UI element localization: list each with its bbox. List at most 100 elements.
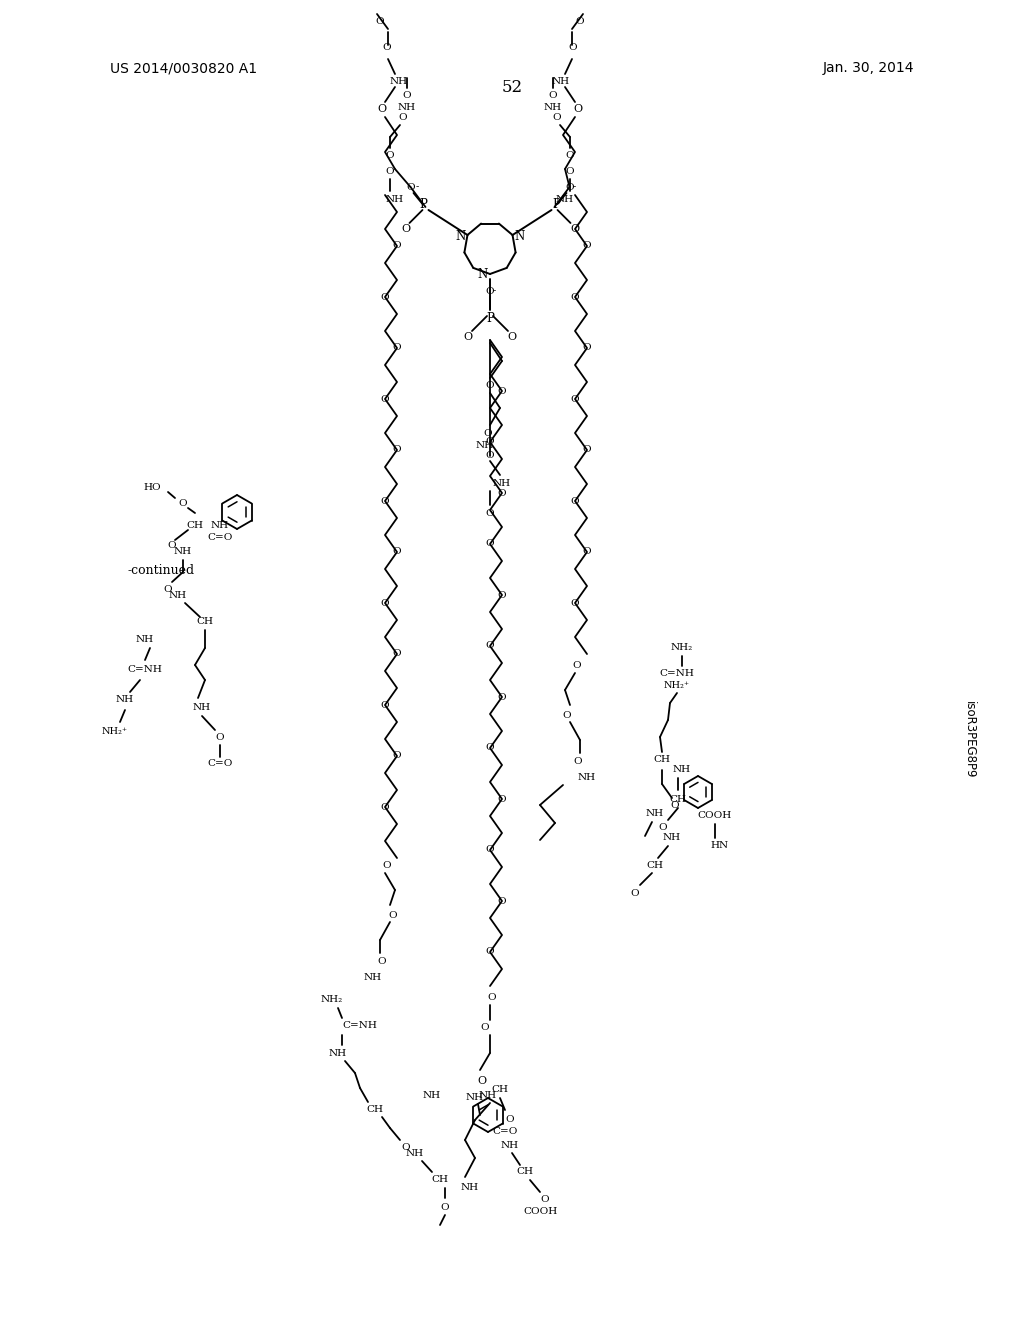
Text: O: O <box>583 446 591 454</box>
Text: O: O <box>383 861 391 870</box>
Text: NH: NH <box>390 78 408 87</box>
Text: NH: NH <box>398 103 416 112</box>
Text: O: O <box>485 743 495 752</box>
Text: NH: NH <box>461 1183 479 1192</box>
Text: NH₂⁺: NH₂⁺ <box>102 727 128 737</box>
Text: NH: NH <box>476 441 494 450</box>
Text: O: O <box>485 450 495 459</box>
Text: NH: NH <box>501 1142 519 1151</box>
Text: O: O <box>401 224 410 234</box>
Text: O: O <box>383 42 391 51</box>
Text: O: O <box>570 395 580 404</box>
Text: O: O <box>178 499 187 508</box>
Text: CH: CH <box>197 618 213 627</box>
Text: CH: CH <box>431 1176 449 1184</box>
Text: NH: NH <box>193 702 211 711</box>
Text: NH: NH <box>466 1093 484 1102</box>
Text: NH: NH <box>136 635 154 644</box>
Text: O: O <box>168 541 176 550</box>
Text: O: O <box>570 293 580 301</box>
Text: NH: NH <box>406 1150 424 1159</box>
Text: CH: CH <box>492 1085 509 1094</box>
Text: C=NH: C=NH <box>128 665 163 675</box>
Text: O: O <box>565 182 573 191</box>
Text: O: O <box>562 710 571 719</box>
Text: NH: NH <box>116 696 134 705</box>
Text: O: O <box>381 701 389 710</box>
Text: N: N <box>514 231 524 243</box>
Text: O: O <box>477 1076 486 1086</box>
Text: O: O <box>485 437 495 446</box>
Text: P: P <box>486 312 494 325</box>
Text: O: O <box>381 395 389 404</box>
Text: O: O <box>376 17 384 26</box>
Text: NH: NH <box>646 809 664 818</box>
Text: NH: NH <box>552 78 570 87</box>
Text: O: O <box>392 548 401 557</box>
Text: O: O <box>389 911 397 920</box>
Text: O: O <box>570 598 580 607</box>
Text: P: P <box>420 198 427 211</box>
Text: O: O <box>565 150 574 160</box>
Text: O: O <box>440 1204 450 1213</box>
Text: -: - <box>572 182 575 191</box>
Text: -: - <box>493 286 497 296</box>
Text: O: O <box>386 150 394 160</box>
Text: O: O <box>498 387 506 396</box>
Text: O: O <box>407 182 415 191</box>
Text: NH: NH <box>169 590 187 599</box>
Text: O: O <box>392 446 401 454</box>
Text: NH: NH <box>174 548 193 557</box>
Text: O: O <box>498 693 506 701</box>
Text: -: - <box>416 182 419 191</box>
Text: O: O <box>485 846 495 854</box>
Text: O: O <box>392 242 401 251</box>
Text: NH: NH <box>493 479 511 487</box>
Text: O: O <box>402 91 412 99</box>
Text: O: O <box>498 488 506 498</box>
Text: O: O <box>658 824 668 833</box>
Text: NH: NH <box>479 1090 497 1100</box>
Text: O: O <box>485 381 495 391</box>
Text: O: O <box>381 496 389 506</box>
Text: O: O <box>506 1115 514 1125</box>
Text: N: N <box>478 268 488 281</box>
Text: O: O <box>378 957 386 966</box>
Text: O: O <box>541 1196 549 1204</box>
Text: O: O <box>381 293 389 301</box>
Text: C=O: C=O <box>493 1127 518 1137</box>
Text: O: O <box>573 104 583 114</box>
Text: NH: NH <box>673 766 691 775</box>
Text: O: O <box>565 168 574 177</box>
Text: NH: NH <box>544 103 562 112</box>
Text: O: O <box>583 242 591 251</box>
Text: CH: CH <box>367 1106 384 1114</box>
Text: O: O <box>553 114 561 123</box>
Text: O: O <box>381 803 389 812</box>
Text: O: O <box>401 1143 411 1152</box>
Text: CH: CH <box>653 755 671 764</box>
Text: O: O <box>508 333 516 342</box>
Text: HN: HN <box>711 841 729 850</box>
Text: O: O <box>570 224 580 234</box>
Text: N: N <box>456 231 466 243</box>
Text: O: O <box>568 42 578 51</box>
Text: O: O <box>381 598 389 607</box>
Text: O: O <box>485 508 495 517</box>
Text: O: O <box>216 734 224 742</box>
Text: NH: NH <box>556 194 574 203</box>
Text: O: O <box>386 168 394 177</box>
Text: O: O <box>498 896 506 906</box>
Text: O: O <box>485 642 495 651</box>
Text: NH: NH <box>364 973 382 982</box>
Text: NH: NH <box>423 1090 441 1100</box>
Text: HO: HO <box>143 483 161 492</box>
Text: US 2014/0030820 A1: US 2014/0030820 A1 <box>110 61 257 75</box>
Text: C=O: C=O <box>207 533 232 543</box>
Text: O: O <box>498 590 506 599</box>
Text: O: O <box>485 948 495 957</box>
Text: O: O <box>583 343 591 352</box>
Text: CH: CH <box>516 1167 534 1176</box>
Text: O: O <box>378 104 387 114</box>
Text: NH: NH <box>386 194 404 203</box>
